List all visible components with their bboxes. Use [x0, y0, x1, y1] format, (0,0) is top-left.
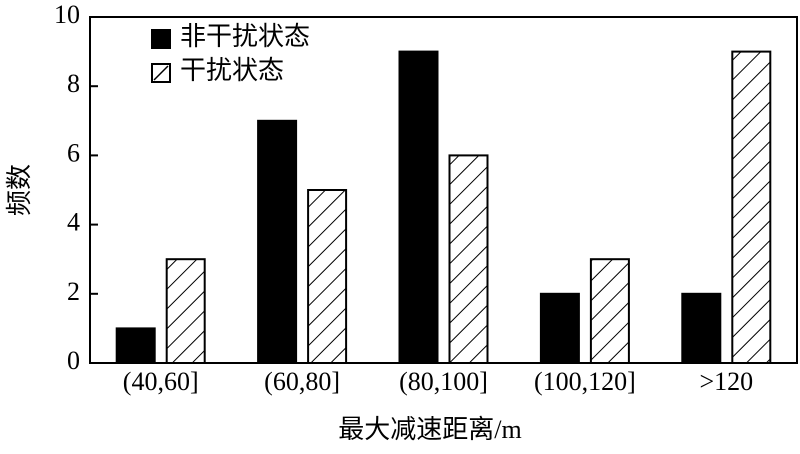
x-tick-label: (60,80] — [264, 367, 340, 396]
y-tick-label: 2 — [67, 277, 80, 306]
bar — [539, 292, 580, 364]
bar — [115, 327, 156, 364]
x-tick-label: (80,100] — [399, 367, 488, 396]
y-tick-label: 8 — [67, 69, 80, 98]
y-tick-label: 4 — [67, 208, 80, 237]
bar — [589, 258, 630, 365]
bar — [307, 189, 348, 364]
legend-label: 干扰状态 — [180, 56, 284, 85]
y-axis-label: 频数 — [5, 164, 34, 216]
y-tick-label: 0 — [67, 346, 80, 375]
y-tick-label: 6 — [67, 138, 80, 167]
y-tick-label: 10 — [54, 0, 80, 29]
legend-swatch — [151, 29, 171, 49]
bar — [165, 258, 206, 365]
x-tick-label: (40,60] — [123, 367, 199, 396]
x-tick-label: (100,120] — [534, 367, 636, 396]
x-tick-label: >120 — [699, 367, 753, 396]
bar — [731, 50, 772, 364]
plot-frame — [89, 16, 798, 364]
bar — [257, 119, 298, 364]
bar — [398, 50, 439, 364]
bar — [681, 292, 722, 364]
legend-label: 非干扰状态 — [180, 22, 310, 51]
bar — [448, 154, 489, 364]
x-axis-label: 最大减速距离/m — [338, 415, 521, 444]
legend-hatch — [153, 65, 169, 81]
